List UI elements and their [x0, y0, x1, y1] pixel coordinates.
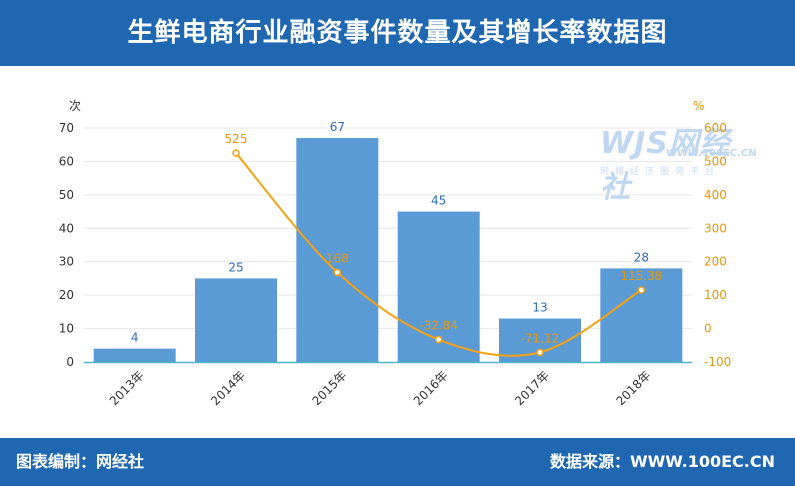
line-point — [434, 335, 443, 344]
x-tick-label: 2016年 — [411, 368, 451, 408]
bar-value-label: 25 — [228, 260, 243, 274]
x-tick-label: 2017年 — [512, 368, 552, 408]
watermark-logo: WJS网经社 WWW.100EC.CN 网络经济服务平台 — [600, 118, 760, 205]
gridlines — [84, 127, 692, 330]
x-tick-label: 2018年 — [613, 368, 653, 408]
y-tick-right: -100 — [704, 355, 731, 369]
y-tick-left: 40 — [59, 221, 74, 235]
bar-value-label: 28 — [634, 250, 649, 264]
y-tick-left: 60 — [59, 154, 74, 168]
line-value-label: -71.12 — [521, 331, 560, 345]
y-tick-left: 50 — [59, 188, 74, 202]
y-tick-right: 400 — [704, 188, 727, 202]
y-tick-left: 70 — [59, 121, 74, 135]
y-tick-left: 0 — [66, 355, 74, 369]
watermark-url: WWW.100EC.CN — [666, 148, 757, 159]
y-tick-right: 300 — [704, 221, 727, 235]
bar-value-label: 13 — [532, 301, 547, 315]
footer-credit: 图表编制：网经社 — [16, 452, 145, 471]
x-tick-label: 2015年 — [309, 368, 349, 408]
watermark-logo-text: WJS网经社 — [600, 126, 731, 205]
chart-title: 生鲜电商行业融资事件数量及其增长率数据图 — [127, 18, 668, 48]
x-tick-label: 2013年 — [107, 368, 147, 408]
y-tick-left: 30 — [59, 255, 74, 269]
y-tick-right: 200 — [704, 255, 727, 269]
header-bar: 生鲜电商行业融资事件数量及其增长率数据图 — [0, 0, 795, 66]
line-point — [232, 149, 240, 157]
bar-2015年 — [296, 138, 379, 362]
bar-value-label: 4 — [131, 331, 139, 345]
footer-bar: 图表编制：网经社 数据来源：WWW.100EC.CN — [0, 438, 795, 486]
y-tick-left: 20 — [59, 288, 74, 302]
line-point — [536, 348, 544, 357]
y-tick-right: 500 — [704, 154, 727, 168]
y-tick-right: 0 — [704, 322, 712, 336]
line-value-label: -32.84 — [419, 319, 458, 333]
x-tick-label: 2014年 — [208, 368, 248, 408]
watermark-subtitle: 网络经济服务平台 — [600, 167, 721, 177]
y-tick-left: 10 — [59, 322, 74, 336]
bar-2018年 — [600, 268, 683, 362]
y-tick-right: 600 — [704, 121, 727, 135]
bar-2014年 — [195, 278, 277, 362]
line-series — [232, 149, 646, 357]
data-labels: 4 25 67 45 13 28 525 168 -32.84 -71.12 115.38 — [131, 120, 662, 345]
y-axis-label-left: 次 — [69, 99, 81, 113]
y-axis-label-right: % — [693, 99, 704, 113]
bar-series — [93, 138, 683, 362]
y-tick-right: 100 — [704, 288, 727, 302]
line-point — [333, 268, 342, 277]
line-value-label: 525 — [225, 132, 248, 146]
line-point — [637, 286, 646, 294]
bar-2013年 — [93, 348, 176, 362]
footer-source: 数据来源：WWW.100EC.CN — [549, 452, 775, 471]
line-value-label: 115.38 — [620, 269, 662, 283]
line-value-label: 168 — [326, 251, 349, 265]
bar-value-label: 67 — [330, 120, 345, 134]
bar-value-label: 45 — [431, 194, 446, 208]
